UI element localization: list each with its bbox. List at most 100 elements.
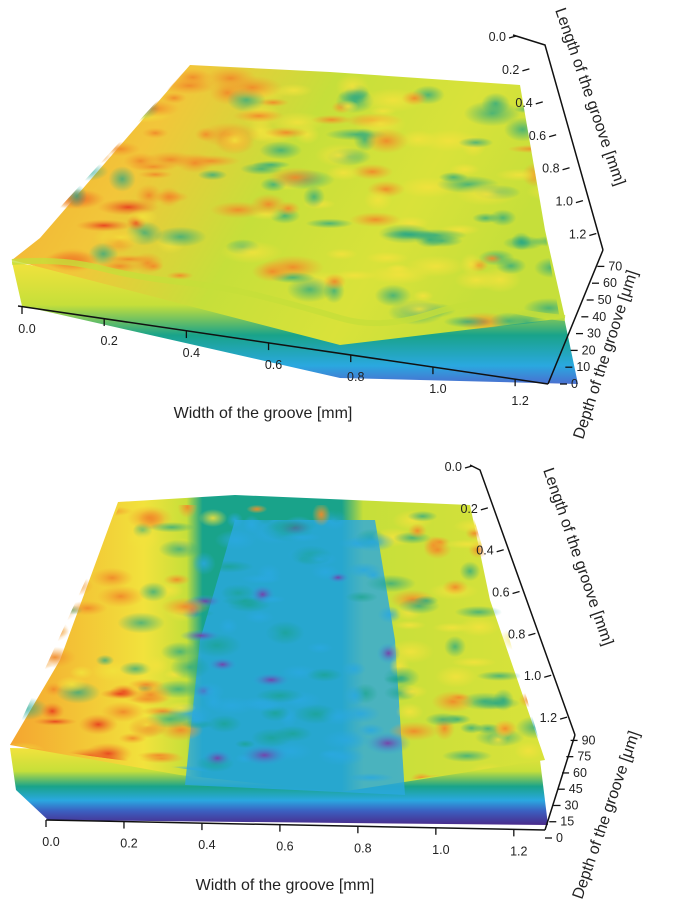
y-tick-label: 0.0: [489, 30, 506, 44]
surface-texture: [115, 96, 160, 121]
surface-texture: [194, 682, 225, 702]
surface-texture: [507, 144, 559, 154]
y-tick-mark: [575, 199, 584, 204]
surface-texture: [10, 645, 45, 662]
surface-texture: [49, 523, 83, 542]
surface-texture: [279, 532, 322, 542]
z-tick-label: 75: [577, 750, 591, 764]
x-tick-label: 1.2: [511, 394, 528, 408]
surface-texture: [69, 665, 94, 680]
surface-texture: [33, 717, 78, 726]
surface-texture: [246, 505, 268, 514]
surface-texture: [265, 621, 305, 645]
surface-texture: [325, 165, 362, 181]
surface-texture: [118, 732, 147, 744]
surface-texture: [320, 707, 357, 726]
z-tick-label: 0: [571, 377, 578, 391]
surface-texture: [442, 539, 493, 549]
surface-texture: [349, 212, 402, 228]
surface-texture: [348, 532, 396, 552]
x-axis-label-top: Width of the groove [mm]: [174, 405, 353, 422]
surface-texture: [407, 510, 438, 522]
surface-texture: [315, 143, 362, 167]
surface-texture: [365, 574, 416, 593]
x-tick-label: 0.6: [265, 358, 282, 372]
surface-texture: [163, 573, 191, 586]
surface-texture: [251, 160, 291, 169]
y-tick-label: 0.0: [445, 460, 462, 474]
y-tick-label: 1.2: [540, 711, 557, 725]
surface-texture: [201, 749, 234, 768]
surface-texture: [10, 542, 39, 564]
surface-texture: [393, 620, 427, 630]
surface-texture: [220, 583, 256, 603]
surface-texture: [528, 573, 545, 594]
surface-plot-bottom: 0.0 0.2 0.4 0.6 0.8 1.0 1.2 0.0 0.2 0.4 0.6 0.8 1.0…: [10, 460, 643, 901]
surface-texture: [443, 315, 493, 328]
x-tick-label: 0.4: [198, 838, 215, 852]
surface-texture: [346, 773, 395, 782]
x-tick-label: 0.8: [347, 370, 364, 384]
surface-texture: [492, 688, 514, 712]
surface-texture: [453, 518, 498, 534]
surface-texture: [258, 595, 286, 604]
surface-texture: [138, 170, 173, 179]
y-tick-label: 0.8: [508, 627, 525, 641]
surface-texture: [214, 529, 257, 551]
y-tick-label: 1.0: [524, 669, 541, 683]
surface-texture: [65, 161, 109, 181]
surface-texture: [108, 166, 136, 192]
surface-texture: [492, 719, 518, 738]
surface-texture: [483, 505, 520, 512]
surface-texture: [337, 99, 359, 113]
surface-texture: [431, 690, 475, 713]
y-tick-label: 0.4: [476, 544, 493, 558]
surface-texture: [75, 219, 132, 232]
surface-texture: [455, 182, 518, 206]
surface-texture: [345, 562, 383, 578]
x-tick-label: 0.8: [354, 841, 371, 855]
x-axis-label-bottom: Width of the groove [mm]: [196, 877, 375, 894]
y-axis-line-bottom: [469, 464, 576, 736]
surface-texture: [365, 251, 409, 264]
z-tick-label: 70: [608, 259, 622, 273]
surface-texture: [259, 141, 303, 160]
x-tick-label: 0.2: [120, 837, 137, 851]
y-tick-mark: [496, 549, 504, 553]
y-axis-label-top: Length of the groove [mm]: [551, 6, 628, 188]
surface-texture: [306, 668, 343, 682]
x-tick-label: 0.6: [276, 840, 293, 854]
surface-texture: [32, 529, 70, 549]
surface-texture: [25, 622, 50, 635]
surface-texture: [323, 273, 347, 290]
surface-texture: [383, 666, 420, 689]
surface-texture: [14, 620, 61, 638]
surface-texture: [99, 688, 141, 700]
surface-texture: [458, 617, 500, 637]
surface-texture: [489, 209, 517, 227]
surface-texture: [179, 629, 222, 642]
surface-texture: [325, 248, 358, 260]
y-axis-label-bottom: Length of the groove [mm]: [539, 466, 616, 648]
x-tick-label: 1.2: [510, 844, 527, 858]
y-tick-mark: [548, 134, 557, 138]
surface-texture: [95, 654, 115, 666]
x-tick-label: 0.0: [18, 322, 35, 336]
y-tick-label: 0.2: [502, 63, 519, 77]
y-tick-label: 0.4: [515, 96, 532, 110]
surface-texture: [209, 201, 267, 219]
surface-texture: [177, 505, 198, 519]
surface-texture: [30, 598, 79, 623]
y-tick-label: 1.0: [556, 195, 573, 209]
surface-texture: [303, 185, 326, 208]
surface-texture: [161, 92, 187, 104]
y-tick-mark: [480, 507, 489, 511]
surface-texture: [444, 635, 466, 658]
y-tick-mark: [559, 716, 568, 720]
surface-texture: [459, 561, 481, 582]
z-axis-line-top: [547, 249, 604, 385]
z-tick-label: 20: [582, 343, 596, 357]
surface-texture: [123, 152, 158, 170]
surface-texture: [34, 619, 70, 643]
